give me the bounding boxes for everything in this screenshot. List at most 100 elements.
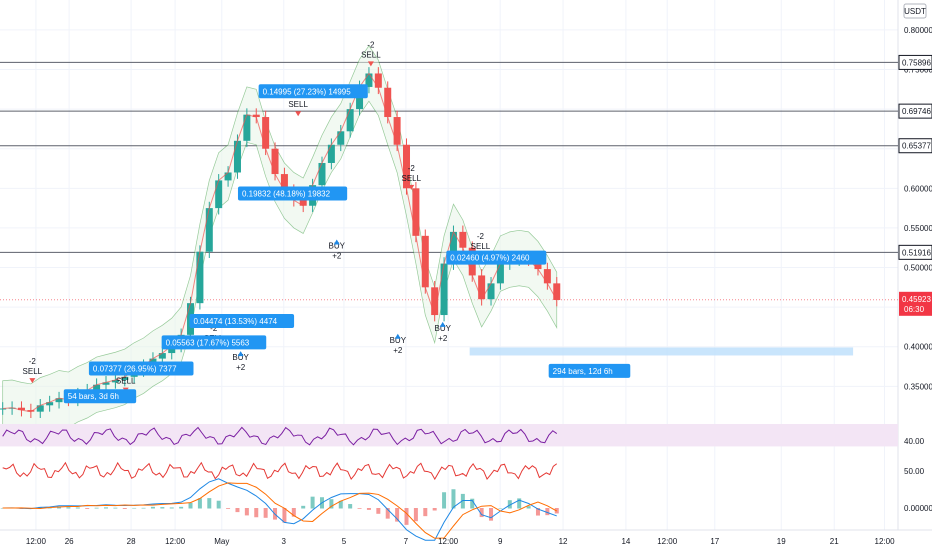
macd-histogram-bar	[498, 508, 503, 509]
candle-body	[393, 117, 401, 145]
macd-histogram-bar	[66, 507, 71, 509]
sell-signal-label: SELL	[361, 50, 381, 59]
y-tick-label: 0.80000	[904, 26, 932, 35]
x-tick-label: 14	[621, 537, 630, 546]
x-tick-label: 26	[65, 537, 74, 546]
macd-tick-label: 0.00000	[904, 504, 932, 513]
candle-body	[318, 162, 326, 186]
x-tick-label: 12:00	[875, 537, 896, 546]
macd-histogram-bar	[432, 508, 437, 511]
sell-signal-label: SELL	[116, 377, 136, 386]
candle-body	[93, 384, 101, 391]
x-tick-label: May	[214, 537, 229, 546]
x-tick-label: 5	[342, 537, 347, 546]
measure-label-box[interactable]	[189, 313, 295, 328]
candle-body	[205, 208, 213, 252]
macd-histogram-bar	[489, 508, 494, 521]
sell-arrow-icon	[295, 111, 302, 117]
macd-histogram-bar	[395, 508, 400, 522]
macd-histogram-bar	[442, 492, 447, 509]
candle-body	[403, 144, 411, 189]
x-tick-label: 7	[404, 537, 409, 546]
price-level-tag	[898, 244, 932, 260]
price-level-tag	[898, 138, 932, 154]
candle-body	[233, 140, 241, 173]
macd-histogram-bar	[113, 507, 118, 509]
candle-body	[102, 382, 110, 385]
candle-body	[280, 174, 288, 191]
candle-body	[487, 283, 495, 300]
sell-signal-count: -2	[408, 164, 416, 173]
y-tick-label: 0.40000	[904, 343, 932, 352]
macd-histogram-bar	[291, 508, 296, 517]
y-tick-label: 0.55000	[904, 224, 932, 233]
sell-signal-count: -2	[367, 40, 375, 49]
oscillator-tick-label: 50.00	[904, 467, 925, 476]
macd-histogram-bar	[263, 508, 268, 518]
macd-histogram-bar	[254, 508, 259, 518]
measure-label-box[interactable]	[446, 250, 547, 265]
macd-histogram-bar	[122, 508, 127, 509]
x-tick-label: 17	[710, 537, 719, 546]
buy-signal-count: +2	[438, 334, 448, 343]
measure-label-box[interactable]	[161, 335, 267, 350]
macd-histogram-bar	[282, 508, 287, 523]
measure-label-text: 0.07377 (26.95%) 7377	[93, 364, 177, 373]
candle-body	[168, 345, 176, 354]
macd-histogram-bar	[507, 500, 512, 509]
macd-histogram-bar	[179, 506, 184, 509]
x-tick-label: 3	[282, 537, 287, 546]
macd-histogram-bar	[404, 508, 409, 525]
candle-body	[158, 353, 166, 359]
macd-histogram-bar	[535, 508, 540, 516]
macd-signal-line	[2, 482, 558, 539]
candle-body	[0, 408, 7, 410]
sell-signal-count: -2	[210, 324, 218, 333]
macd-histogram-bar	[526, 506, 531, 509]
sell-arrow-icon	[367, 61, 374, 67]
macd-histogram-bar	[366, 508, 371, 510]
last-price-countdown: 06:30	[904, 305, 925, 314]
rsi-band	[0, 424, 898, 447]
sell-arrow-icon	[408, 184, 415, 190]
price-level-value: 0.75896	[902, 58, 931, 67]
candle-body	[27, 410, 35, 412]
macd-histogram-bar	[207, 498, 212, 509]
date-range-bar[interactable]	[469, 347, 854, 356]
candle-body	[553, 283, 561, 300]
sell-signal-label: SELL	[288, 100, 308, 109]
currency-badge[interactable]	[903, 3, 927, 19]
macd-histogram-bar	[423, 508, 428, 517]
macd-histogram-bar	[338, 500, 343, 509]
candle-body	[243, 114, 251, 141]
candle-body	[299, 200, 307, 206]
macd-histogram-bar	[150, 506, 155, 509]
measure-label-box[interactable]	[258, 84, 368, 99]
measure-label-box[interactable]	[237, 186, 348, 201]
price-level-tag	[898, 54, 932, 70]
measure-label-box[interactable]	[548, 363, 631, 378]
buy-arrow-icon	[394, 333, 401, 339]
macd-histogram-bar	[545, 508, 550, 516]
candle-body	[365, 73, 373, 87]
x-tick-label: 12:00	[438, 537, 459, 546]
macd-histogram-bar	[226, 508, 231, 509]
sell-signal-count: -2	[477, 232, 485, 241]
candle-body	[478, 275, 486, 300]
y-tick-label: 0.35000	[904, 382, 932, 391]
macd-histogram-bar	[517, 498, 522, 509]
macd-histogram-bar	[103, 507, 108, 509]
x-tick-label: 9	[498, 537, 503, 546]
macd-histogram-bar	[94, 507, 99, 509]
candle-body	[496, 263, 504, 284]
macd-histogram-bar	[385, 508, 390, 519]
measure-label-box[interactable]	[88, 361, 194, 376]
measure-label-box[interactable]	[63, 389, 137, 404]
macd-histogram-bar	[188, 502, 193, 509]
candle-body	[440, 263, 448, 316]
macd-histogram-bar	[244, 508, 249, 516]
last-price-tag	[899, 291, 932, 316]
candle-body	[46, 402, 54, 406]
rsi-tick-label: 40.00	[904, 437, 925, 446]
